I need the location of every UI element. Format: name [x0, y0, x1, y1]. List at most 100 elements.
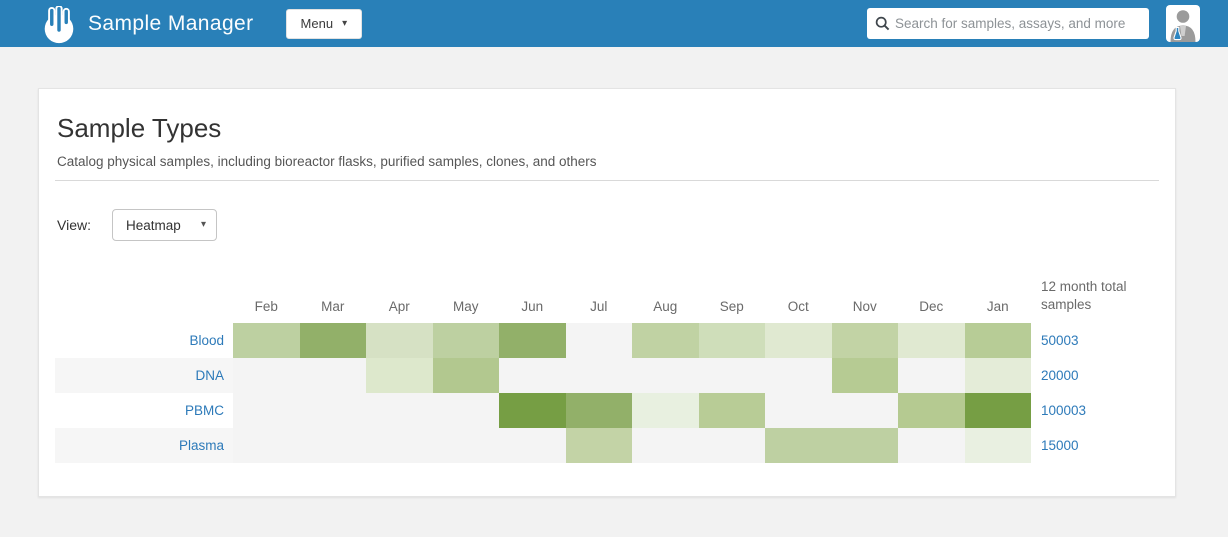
heatmap-cell[interactable] — [964, 358, 1031, 394]
heatmap-cell[interactable] — [565, 393, 632, 429]
chevron-down-icon: ▾ — [342, 17, 348, 29]
month-header: Apr — [388, 299, 410, 315]
heatmap-cell[interactable] — [432, 393, 499, 429]
heatmap-cell[interactable] — [299, 358, 366, 394]
page-title: Sample Types — [57, 113, 222, 143]
heatmap-cell[interactable] — [565, 323, 632, 359]
view-selector-row: View: Heatmap ▾ — [57, 209, 1159, 241]
select-caret-icon: ▾ — [200, 219, 206, 230]
month-header: Nov — [852, 299, 877, 315]
heatmap-cell[interactable] — [964, 428, 1031, 464]
heatmap-cell[interactable] — [964, 393, 1031, 429]
heatmap-cell[interactable] — [632, 323, 699, 359]
heatmap-cell[interactable] — [432, 358, 499, 394]
heatmap-cell[interactable] — [831, 393, 898, 429]
heatmap-cell[interactable] — [898, 393, 965, 429]
view-label: View: — [57, 217, 91, 233]
total-samples-link[interactable]: 20000 — [1041, 367, 1079, 383]
heatmap-cell[interactable] — [299, 428, 366, 464]
month-header: Jul — [590, 299, 608, 315]
heatmap-cell[interactable] — [499, 428, 566, 464]
sample-types-panel: Sample Types Catalog physical samples, i… — [38, 88, 1176, 498]
page-subtitle: Catalog physical samples, including bior… — [57, 154, 597, 169]
heatmap-cell[interactable] — [233, 358, 300, 394]
heatmap-cell[interactable] — [898, 323, 965, 359]
heatmap-cell[interactable] — [632, 358, 699, 394]
heatmap-row: Blood 50003 — [55, 323, 1143, 359]
month-header: Aug — [653, 299, 678, 315]
totals-header: 12 month total samples — [1041, 279, 1127, 313]
sample-type-link[interactable]: Blood — [189, 332, 224, 348]
app-title: Sample Manager — [88, 11, 254, 35]
month-header: Oct — [787, 299, 809, 315]
view-select-value: Heatmap — [125, 217, 181, 233]
heatmap-cell[interactable] — [765, 428, 832, 464]
heatmap-cell[interactable] — [565, 358, 632, 394]
heatmap-cell[interactable] — [366, 393, 433, 429]
sample-type-cell: PBMC — [55, 393, 233, 428]
heatmap-cell[interactable] — [432, 428, 499, 464]
heatmap-cell[interactable] — [698, 393, 765, 429]
heatmap-cell[interactable] — [831, 428, 898, 464]
sample-type-link[interactable]: DNA — [195, 367, 224, 383]
month-header: Jan — [986, 299, 1009, 315]
total-samples-cell: 50003 — [1031, 323, 1143, 359]
heatmap-cell[interactable] — [831, 323, 898, 359]
month-header: Feb — [254, 299, 278, 315]
row-label-header — [55, 278, 233, 323]
view-select[interactable]: Heatmap ▾ — [111, 209, 217, 241]
heatmap-cell[interactable] — [366, 323, 433, 359]
heatmap-row: DNA 20000 — [55, 358, 1143, 394]
month-header: Sep — [719, 299, 744, 315]
menu-button[interactable]: Menu ▾ — [285, 8, 363, 39]
heatmap-cell[interactable] — [964, 323, 1031, 359]
heatmap-header-row: Feb Mar Apr May Jun Jul Aug Sep Oct Nov Dec Jan 12 m… — [55, 278, 1143, 323]
sample-type-link[interactable]: PBMC — [184, 402, 224, 418]
sample-heatmap: Feb Mar Apr May Jun Jul Aug Sep Oct Nov Dec Jan 12 m… — [55, 278, 1143, 464]
sample-type-link[interactable]: Plasma — [178, 437, 224, 453]
total-samples-link[interactable]: 50003 — [1041, 332, 1079, 348]
month-header: Jun — [521, 299, 544, 315]
month-header: Mar — [321, 299, 345, 315]
heatmap-cell[interactable] — [233, 393, 300, 429]
heatmap-cell[interactable] — [898, 428, 965, 464]
heatmap-cell[interactable] — [499, 393, 566, 429]
heatmap-body: Blood 50003 DNA 20000 PBMC 100003 Plasma 15000 — [55, 323, 1143, 464]
heatmap-cell[interactable] — [299, 323, 366, 359]
heatmap-cell[interactable] — [632, 393, 699, 429]
heatmap-row: Plasma 15000 — [55, 428, 1143, 464]
search-box — [867, 8, 1149, 39]
sample-type-cell: Plasma — [55, 428, 233, 464]
heatmap-cell[interactable] — [366, 358, 433, 394]
user-avatar[interactable] — [1166, 5, 1200, 42]
heatmap-cell[interactable] — [233, 323, 300, 359]
heatmap-cell[interactable] — [765, 358, 832, 394]
heatmap-cell[interactable] — [366, 428, 433, 464]
total-samples-cell: 100003 — [1031, 393, 1143, 429]
heatmap-cell[interactable] — [565, 428, 632, 464]
heatmap-cell[interactable] — [765, 393, 832, 429]
user-icon — [1170, 10, 1196, 42]
heatmap-cell[interactable] — [898, 358, 965, 394]
total-samples-link[interactable]: 100003 — [1041, 402, 1087, 418]
heatmap-cell[interactable] — [499, 358, 566, 394]
heatmap-cell[interactable] — [299, 393, 366, 429]
heatmap-cell[interactable] — [499, 323, 566, 359]
heatmap-cell[interactable] — [233, 428, 300, 464]
month-header: Dec — [919, 299, 944, 315]
heatmap-cell[interactable] — [698, 323, 765, 359]
total-samples-link[interactable]: 15000 — [1041, 437, 1079, 453]
search-input[interactable] — [867, 8, 1149, 39]
total-samples-cell: 20000 — [1031, 358, 1143, 394]
heatmap-cell[interactable] — [432, 323, 499, 359]
heatmap-cell[interactable] — [765, 323, 832, 359]
heatmap-cell[interactable] — [698, 358, 765, 394]
month-header: May — [452, 299, 479, 315]
app-logo-icon[interactable] — [40, 5, 78, 46]
sample-type-cell: Blood — [55, 323, 233, 358]
heatmap-row: PBMC 100003 — [55, 393, 1143, 429]
heatmap-cell[interactable] — [632, 428, 699, 464]
total-samples-cell: 15000 — [1031, 428, 1143, 464]
heatmap-cell[interactable] — [698, 428, 765, 464]
heatmap-cell[interactable] — [831, 358, 898, 394]
